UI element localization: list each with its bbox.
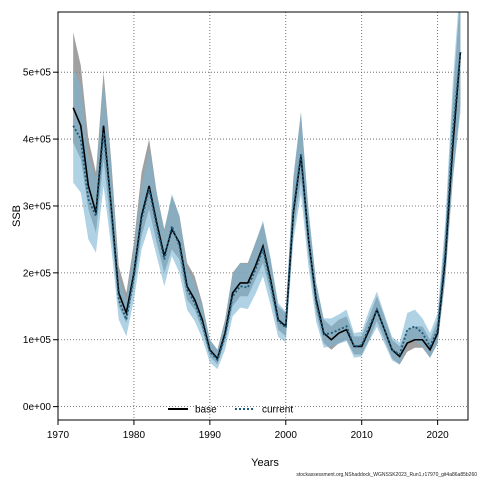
grid-lines [57,12,468,420]
y-axis: 0e+00 1e+05 2e+05 3e+05 4e+05 5e+05 [23,68,58,413]
y-axis-title: SSB [11,205,23,227]
y-tick-label: 0e+00 [23,402,52,413]
x-tick-label: 2010 [351,430,374,441]
y-tick-label: 1e+05 [23,335,52,346]
footer-source-text: stockassessment.org,NShaddock_WGNSSK2023… [296,472,477,478]
y-tick-label: 2e+05 [23,268,52,279]
legend-label-current: current [262,405,293,416]
legend: base current [168,405,293,416]
plot-frame [57,11,469,421]
current-confidence-band [73,12,461,370]
confidence-bands [73,12,461,370]
current-series-line [72,52,462,362]
series-lines [72,52,462,362]
y-tick-label: 5e+05 [23,68,52,79]
x-tick-label: 2020 [427,430,450,441]
x-tick-label: 1980 [123,430,146,441]
x-tick-label: 1970 [47,430,70,441]
x-axis: 1970 1980 1990 2000 2010 2020 [47,420,449,441]
legend-label-base: base [195,405,217,416]
x-tick-label: 1990 [199,430,222,441]
x-axis-title: Years [251,457,279,469]
x-tick-label: 2000 [275,430,298,441]
y-tick-label: 4e+05 [23,135,52,146]
base-series-line [72,52,462,361]
y-tick-label: 3e+05 [23,201,52,212]
